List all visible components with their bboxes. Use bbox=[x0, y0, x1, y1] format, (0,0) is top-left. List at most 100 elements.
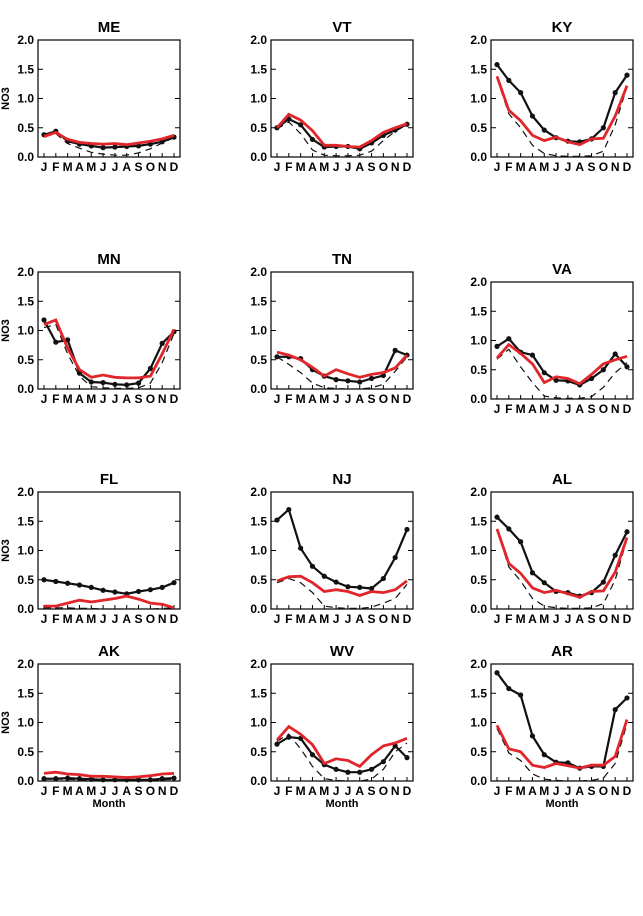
black-series-line bbox=[496, 337, 628, 387]
x-tick-label: J bbox=[112, 784, 119, 798]
y-tick-label: 1.5 bbox=[470, 514, 487, 528]
x-tick-label: F bbox=[52, 160, 59, 174]
black-series-point bbox=[309, 563, 316, 569]
y-tick-label: 2.0 bbox=[250, 657, 267, 671]
x-tick-label: N bbox=[611, 612, 620, 626]
black-series-line bbox=[43, 578, 175, 595]
black-series-point bbox=[321, 573, 327, 579]
black-series-point bbox=[612, 552, 618, 558]
black-series-point bbox=[100, 379, 106, 386]
black-series-point bbox=[541, 580, 547, 586]
black-series-point bbox=[147, 587, 153, 593]
x-tick-label: S bbox=[588, 784, 596, 798]
black-series-point bbox=[494, 514, 500, 520]
x-tick-label: D bbox=[623, 784, 632, 798]
x-tick-label: A bbox=[122, 160, 131, 174]
panel-title: MN bbox=[97, 251, 120, 268]
black-series-point bbox=[135, 777, 142, 783]
black-series-point bbox=[41, 776, 47, 782]
black-series-point bbox=[333, 766, 339, 772]
black-series-point bbox=[368, 766, 375, 772]
x-tick-label: O bbox=[379, 392, 388, 406]
x-tick-label: J bbox=[100, 612, 107, 626]
x-axis-label: Month bbox=[546, 798, 579, 810]
x-tick-label: F bbox=[285, 784, 292, 798]
red-series-line bbox=[276, 350, 409, 379]
black-series-point bbox=[147, 777, 153, 783]
x-tick-label: F bbox=[52, 392, 59, 406]
red-series-line bbox=[276, 574, 408, 597]
x-tick-label: M bbox=[63, 612, 73, 626]
y-tick-label: 1.5 bbox=[250, 294, 267, 308]
black-series-point bbox=[76, 776, 83, 782]
x-tick-label: N bbox=[611, 160, 620, 174]
black-series-point bbox=[494, 343, 500, 349]
y-tick-label: 2.0 bbox=[470, 657, 487, 671]
black-series-point bbox=[518, 90, 524, 96]
y-tick-label: 1.5 bbox=[470, 304, 487, 318]
dashed-series-line bbox=[496, 77, 628, 157]
x-tick-label: M bbox=[539, 612, 549, 626]
black-series-point bbox=[274, 741, 280, 747]
x-tick-label: A bbox=[575, 784, 584, 798]
x-tick-label: D bbox=[403, 160, 412, 174]
black-series-line bbox=[496, 672, 628, 770]
black-series-point bbox=[600, 367, 606, 373]
black-series-point bbox=[506, 336, 512, 342]
x-tick-label: J bbox=[274, 392, 281, 406]
y-tick-label: 0.0 bbox=[17, 382, 34, 396]
y-tick-label: 0.5 bbox=[470, 745, 487, 759]
x-tick-label: M bbox=[539, 402, 549, 416]
black-series-point bbox=[345, 584, 351, 590]
x-tick-label: A bbox=[355, 160, 364, 174]
x-tick-label: D bbox=[623, 612, 632, 626]
x-tick-label: M bbox=[539, 160, 549, 174]
x-tick-label: A bbox=[528, 402, 537, 416]
x-tick-label: J bbox=[553, 612, 560, 626]
y-tick-label: 0.0 bbox=[250, 602, 267, 616]
y-axis-label: NO3 bbox=[0, 87, 12, 110]
x-tick-label: J bbox=[565, 160, 572, 174]
y-tick-label: 1.5 bbox=[470, 62, 487, 76]
black-series-point bbox=[309, 136, 316, 143]
black-series-point bbox=[135, 588, 142, 595]
y-tick-label: 0.0 bbox=[17, 602, 34, 616]
x-tick-label: A bbox=[122, 612, 131, 626]
x-tick-label: M bbox=[63, 160, 73, 174]
x-tick-label: J bbox=[333, 784, 340, 798]
panel-title: VT bbox=[332, 19, 351, 36]
x-tick-label: A bbox=[355, 784, 364, 798]
panel-vt: VT0.00.51.01.52.0J F M A M J J A S O N D bbox=[250, 19, 414, 174]
x-tick-label: S bbox=[368, 784, 376, 798]
black-series-point bbox=[404, 755, 410, 761]
black-series-line bbox=[276, 117, 408, 150]
black-series-point bbox=[100, 777, 106, 783]
dashed-series-line bbox=[276, 356, 408, 389]
black-series-point bbox=[53, 339, 59, 345]
x-tick-label: D bbox=[623, 160, 632, 174]
y-tick-label: 2.0 bbox=[17, 265, 34, 279]
red-series-line bbox=[275, 724, 408, 769]
black-series-point bbox=[541, 127, 547, 133]
black-series-point bbox=[518, 539, 524, 545]
x-tick-label: A bbox=[75, 160, 84, 174]
x-tick-label: D bbox=[403, 784, 412, 798]
y-tick-label: 0.0 bbox=[470, 392, 487, 406]
black-series-point bbox=[357, 379, 363, 385]
y-tick-label: 2.0 bbox=[250, 33, 267, 47]
panel-title: AR bbox=[551, 643, 573, 660]
black-series-point bbox=[65, 337, 71, 343]
y-tick-label: 0.5 bbox=[17, 121, 34, 135]
x-tick-label: M bbox=[516, 402, 526, 416]
x-tick-label: J bbox=[100, 784, 107, 798]
x-tick-label: O bbox=[379, 784, 388, 798]
x-tick-label: O bbox=[146, 612, 155, 626]
plot-frame bbox=[270, 663, 414, 782]
x-tick-label: J bbox=[565, 612, 572, 626]
x-tick-label: D bbox=[170, 784, 179, 798]
x-tick-label: N bbox=[158, 160, 167, 174]
black-series-point bbox=[541, 370, 547, 376]
black-series-point bbox=[171, 580, 177, 586]
